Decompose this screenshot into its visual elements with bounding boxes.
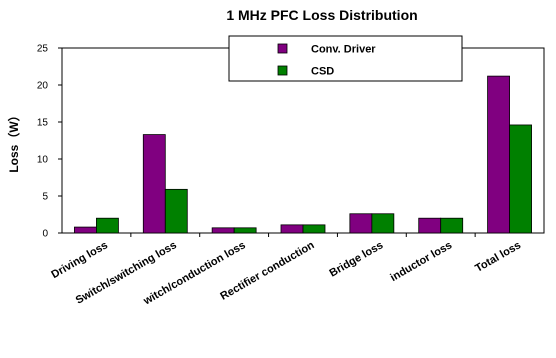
- legend-swatch: [278, 44, 287, 53]
- bar-conv-driver: [419, 218, 441, 233]
- chart-title: 1 MHz PFC Loss Distribution: [226, 7, 417, 23]
- bar-csd: [234, 228, 256, 233]
- bar-csd: [303, 225, 325, 233]
- bar-csd: [510, 125, 532, 233]
- x-category-label: inductor loss: [388, 239, 454, 284]
- x-category-label: Driving loss: [49, 239, 110, 281]
- legend-swatch: [278, 66, 287, 75]
- bar-conv-driver: [488, 76, 510, 233]
- legend-label: Conv. Driver: [311, 44, 376, 56]
- y-tick-label: 20: [37, 81, 49, 92]
- y-tick-label: 25: [37, 44, 49, 55]
- bar-csd: [96, 218, 118, 233]
- bar-csd: [165, 189, 187, 233]
- bar-conv-driver: [74, 227, 96, 233]
- bar-conv-driver: [212, 228, 234, 233]
- legend-label: CSD: [311, 66, 334, 78]
- y-tick-label: 5: [42, 192, 48, 203]
- y-tick-label: 10: [37, 155, 49, 166]
- bar-conv-driver: [281, 225, 303, 233]
- legend: Conv. Driver CSD: [229, 36, 462, 81]
- bar-conv-driver: [350, 214, 372, 233]
- x-category-label: Total loss: [473, 239, 523, 275]
- y-tick-label: 0: [42, 229, 48, 240]
- bar-conv-driver: [143, 135, 165, 233]
- y-tick-label: 15: [37, 118, 49, 129]
- bar-csd: [372, 214, 394, 233]
- y-axis-label: Loss（W）: [6, 109, 21, 172]
- bar-csd: [441, 218, 463, 233]
- x-category-label: Bridge loss: [327, 239, 385, 279]
